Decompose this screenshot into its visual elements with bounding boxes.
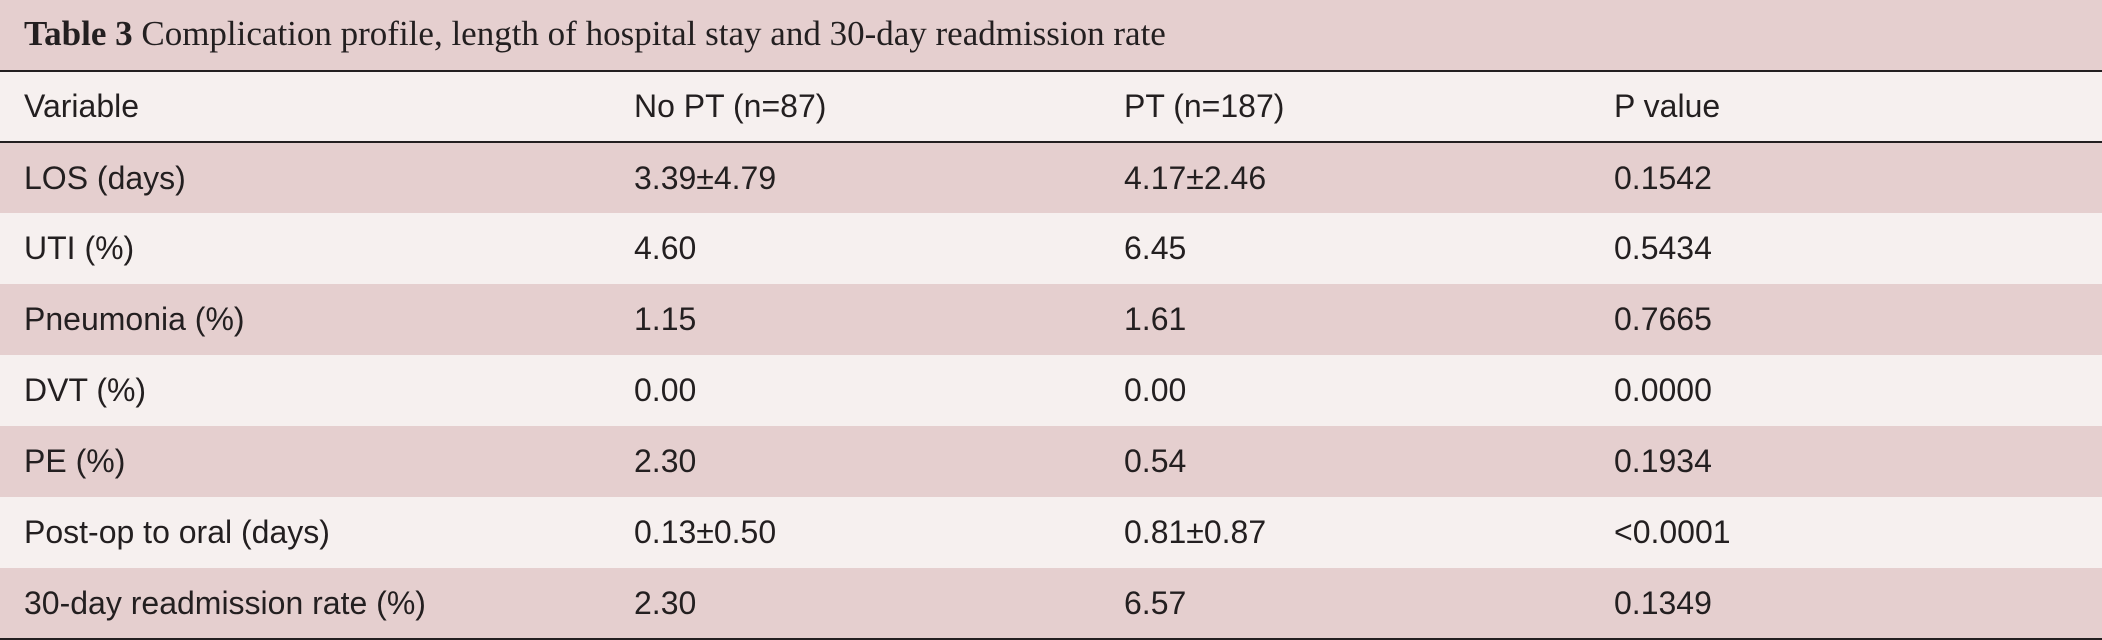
cell-no-pt: 2.30 (634, 443, 697, 479)
cell-pt: 0.00 (1124, 372, 1187, 408)
table-caption-label: Table 3 (24, 14, 133, 53)
cell-variable: Post-op to oral (days) (24, 514, 330, 550)
header-p-value: P value (1614, 88, 1721, 124)
table-row: Post-op to oral (days) 0.13±0.50 0.81±0.… (0, 497, 2102, 568)
cell-pt: 1.61 (1124, 301, 1187, 337)
cell-p-value: 0.7665 (1614, 301, 1712, 337)
header-row: Variable No PT (n=87) PT (n=187) P value (0, 71, 2102, 142)
cell-variable: Pneumonia (%) (24, 301, 245, 337)
cell-p-value: 0.1349 (1614, 584, 1712, 621)
cell-variable: UTI (%) (24, 230, 135, 266)
header-no-pt: No PT (n=87) (634, 88, 827, 124)
cell-p-value: 0.1542 (1614, 159, 1712, 196)
cell-pt: 0.54 (1124, 443, 1187, 479)
cell-p-value: <0.0001 (1614, 514, 1731, 550)
cell-no-pt: 0.13±0.50 (634, 514, 777, 550)
table-row: 30-day readmission rate (%) 2.30 6.57 0.… (0, 568, 2102, 639)
cell-variable: 30-day readmission rate (%) (24, 584, 426, 621)
cell-p-value: 0.0000 (1614, 372, 1712, 408)
table-row: DVT (%) 0.00 0.00 0.0000 (0, 355, 2102, 426)
cell-pt: 0.81±0.87 (1124, 514, 1267, 550)
cell-pt: 6.57 (1124, 584, 1187, 621)
cell-p-value: 0.1934 (1614, 443, 1712, 479)
header-pt: PT (n=187) (1124, 88, 1285, 124)
header-variable: Variable (24, 88, 140, 124)
cell-no-pt: 3.39±4.79 (634, 159, 777, 196)
table-caption: Table 3 Complication profile, length of … (0, 0, 2102, 70)
cell-variable: LOS (days) (24, 159, 186, 196)
cell-no-pt: 1.15 (634, 301, 697, 337)
table-row: Pneumonia (%) 1.15 1.61 0.7665 (0, 284, 2102, 355)
data-table: Variable No PT (n=87) PT (n=187) P value… (0, 70, 2102, 640)
cell-pt: 6.45 (1124, 230, 1187, 266)
cell-pt: 4.17±2.46 (1124, 159, 1267, 196)
cell-p-value: 0.5434 (1614, 230, 1712, 266)
cell-variable: DVT (%) (24, 372, 147, 408)
table-row: LOS (days) 3.39±4.79 4.17±2.46 0.1542 (0, 142, 2102, 213)
cell-variable: PE (%) (24, 443, 126, 479)
table-row: PE (%) 2.30 0.54 0.1934 (0, 426, 2102, 497)
table-row: UTI (%) 4.60 6.45 0.5434 (0, 213, 2102, 284)
cell-no-pt: 0.00 (634, 372, 697, 408)
table-caption-text: Complication profile, length of hospital… (141, 14, 1166, 53)
cell-no-pt: 4.60 (634, 230, 697, 266)
cell-no-pt: 2.30 (634, 584, 697, 621)
